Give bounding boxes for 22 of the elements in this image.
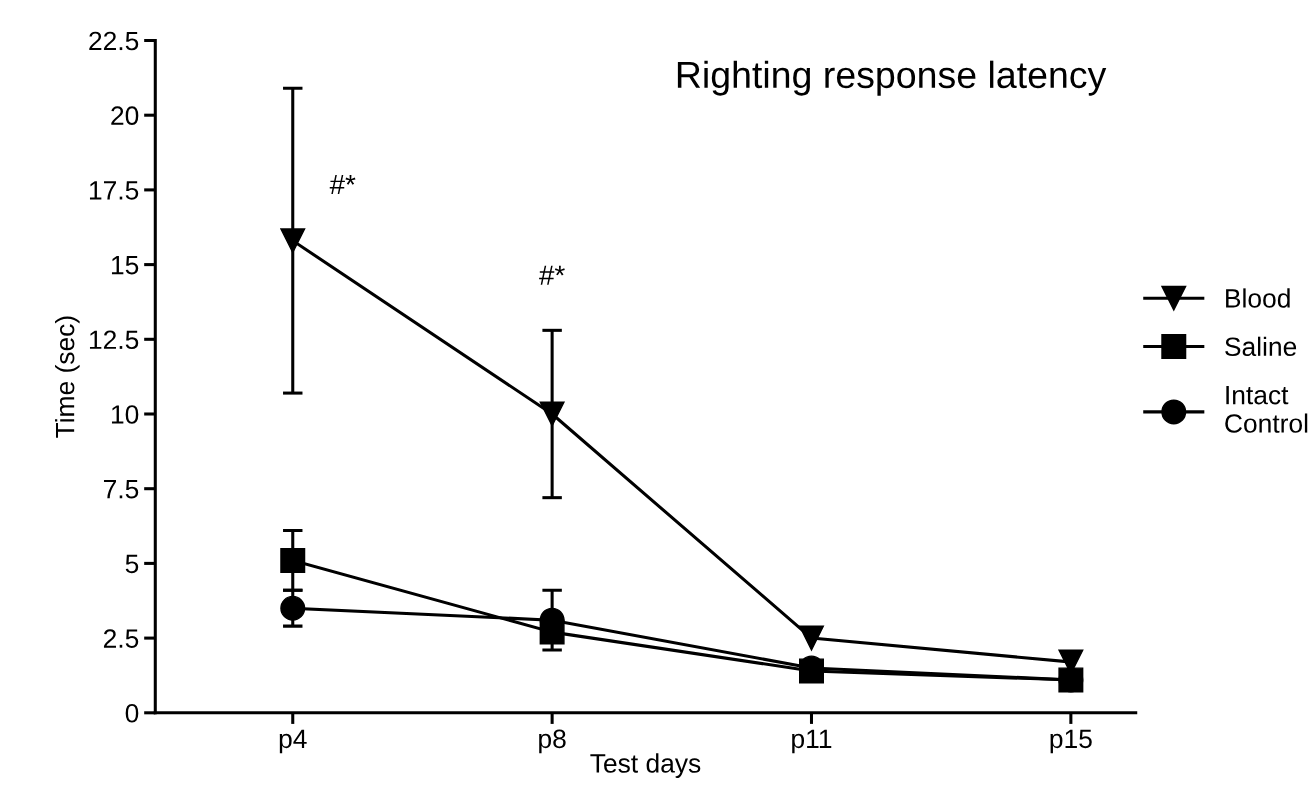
y-tick-label: 15 xyxy=(111,256,139,275)
y-axis-title: Time (sec) xyxy=(55,316,80,438)
y-tick-label: 7.5 xyxy=(103,480,139,499)
y-tick-label: 0 xyxy=(125,703,139,723)
annotation: #* xyxy=(539,265,565,285)
x-tick-label: p11 xyxy=(792,729,832,754)
y-tick-label: 12.5 xyxy=(89,330,139,350)
y-tick-label: 22.5 xyxy=(89,31,139,51)
legend-label: Saline xyxy=(1225,336,1297,357)
y-tick-label: 5 xyxy=(125,554,139,574)
legend-label: Blood xyxy=(1226,288,1290,308)
y-tick-label: 2.5 xyxy=(103,629,139,648)
x-tick-label: p15 xyxy=(1050,729,1092,754)
y-tick-label: 20 xyxy=(111,106,139,126)
annotation: #* xyxy=(329,174,356,195)
x-tick-label: p8 xyxy=(539,729,566,754)
y-tick-label: 17.5 xyxy=(89,181,139,200)
x-tick-label: p4 xyxy=(279,729,307,754)
text: Righting response latency xyxy=(677,60,1107,96)
legend-label: Intact Control xyxy=(1225,386,1308,433)
y-tick-label: 10 xyxy=(111,405,139,424)
x-axis-title: Test days xyxy=(590,753,701,778)
